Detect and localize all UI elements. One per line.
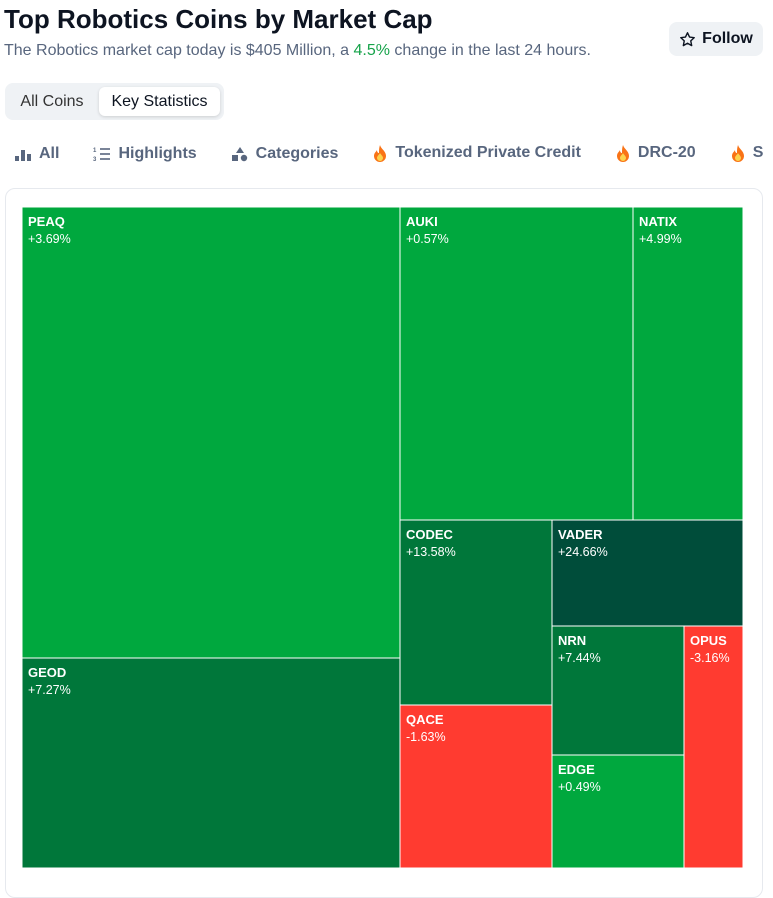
filter-icon bbox=[14, 146, 32, 162]
follow-button[interactable]: Follow bbox=[669, 22, 763, 56]
filter-label: All bbox=[39, 145, 60, 162]
filter-icon bbox=[372, 144, 388, 162]
filter-tab[interactable]: 1 3 Highlights bbox=[93, 145, 196, 163]
svg-text:3: 3 bbox=[93, 157, 97, 162]
star-icon bbox=[680, 31, 696, 46]
filter-tab[interactable]: All bbox=[14, 145, 59, 163]
subtitle-text: The Robotics market cap today is $405 Mi… bbox=[4, 42, 354, 59]
filter-tab[interactable]: S bbox=[730, 144, 764, 162]
treemap-panel bbox=[5, 188, 763, 898]
filter-tab[interactable]: DRC-20 bbox=[615, 144, 696, 162]
filter-bar: All 1 3 Highlights Categories Tokenized Priva… bbox=[14, 144, 773, 168]
filter-label: Highlights bbox=[118, 145, 197, 162]
filter-label: Categories bbox=[255, 145, 339, 162]
tab-selected[interactable]: Key Statistics bbox=[99, 87, 220, 116]
tab-group: All Coins Key Statistics bbox=[5, 83, 224, 120]
page-title: Top Robotics Coins by Market Cap bbox=[4, 4, 433, 34]
follow-label: Follow bbox=[702, 30, 753, 47]
tab[interactable]: All Coins bbox=[20, 92, 84, 110]
filter-tab[interactable]: Tokenized Private Credit bbox=[372, 144, 581, 162]
filter-icon bbox=[231, 146, 249, 162]
filter-tab[interactable]: Categories bbox=[231, 145, 339, 163]
subtitle: The Robotics market cap today is $405 Mi… bbox=[4, 42, 591, 60]
filter-icon bbox=[615, 144, 631, 162]
filter-icon bbox=[730, 144, 746, 162]
filter-label: S bbox=[752, 144, 764, 161]
subtitle-text: change in the last 24 hours. bbox=[389, 42, 591, 59]
filter-label: Tokenized Private Credit bbox=[395, 144, 581, 161]
change-percent: 4.5% bbox=[353, 42, 390, 59]
svg-text:1: 1 bbox=[93, 148, 97, 154]
filter-label: DRC-20 bbox=[637, 144, 696, 161]
